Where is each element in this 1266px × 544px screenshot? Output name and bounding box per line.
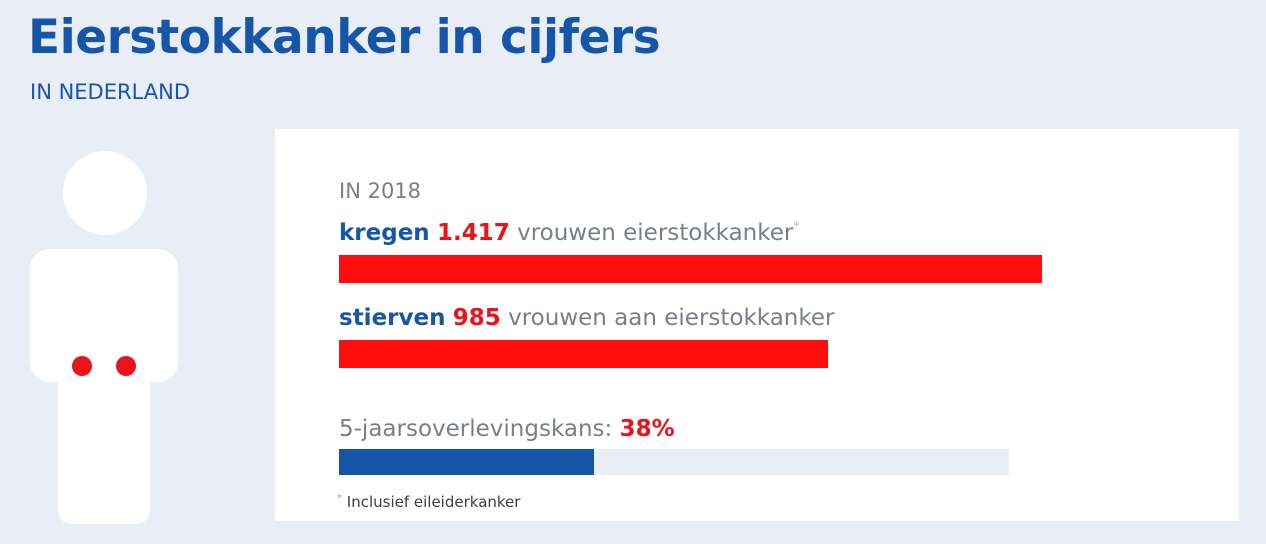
mortality-bar: [339, 340, 828, 368]
stat-incidence-label: kregen 1.417 vrouwen eierstokkanker*: [339, 219, 799, 246]
survival-value: 38%: [619, 416, 675, 442]
stat-incidence-text: vrouwen eierstokkanker: [517, 220, 794, 246]
footnote-marker: *: [793, 219, 800, 233]
ovary-left-marker: [72, 356, 92, 376]
survival-text: 5-jaarsoverlevingskans:: [339, 416, 613, 442]
survival-bar-track: [339, 449, 1009, 475]
footnote-marker: *: [337, 493, 342, 504]
stat-incidence-verb: kregen: [339, 220, 430, 246]
incidence-bar-track: [339, 255, 1042, 283]
stat-mortality-value: 985: [452, 305, 501, 331]
incidence-bar: [339, 255, 1042, 283]
page-subtitle: IN NEDERLAND: [30, 80, 191, 104]
stat-mortality-label: stierven 985 vrouwen aan eierstokkanker: [339, 305, 835, 331]
year-label: IN 2018: [339, 179, 422, 203]
survival-bar: [339, 449, 594, 475]
footnote-text: Inclusief eileiderkanker: [346, 493, 521, 511]
stat-mortality-text: vrouwen aan eierstokkanker: [508, 305, 835, 331]
woman-figure-icon: [30, 151, 178, 524]
footnote: * Inclusief eileiderkanker: [337, 493, 520, 511]
stat-incidence-value: 1.417: [437, 220, 510, 246]
stats-card: IN 2018 kregen 1.417 vrouwen eierstokkan…: [275, 129, 1239, 521]
survival-label: 5-jaarsoverlevingskans: 38%: [339, 416, 675, 442]
ovary-right-marker: [116, 356, 136, 376]
page-title: Eierstokkanker in cijfers: [28, 10, 661, 65]
mortality-bar-track: [339, 340, 1042, 368]
stat-mortality-verb: stierven: [339, 305, 446, 331]
